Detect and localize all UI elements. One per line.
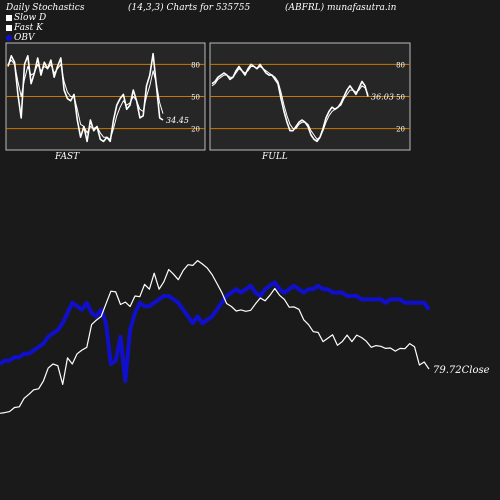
ytick-label: 50: [396, 94, 405, 102]
chart-header-symbol: (14,3,3) Charts for 535755: [128, 3, 251, 13]
legend-swatch-slow-d: [6, 14, 12, 21]
legend-obv: OBV: [6, 33, 35, 43]
panel-full-series-line: [211, 63, 369, 143]
chart-header-title: Daily Stochastics: [6, 3, 85, 13]
legend-slow-d: Slow D: [6, 13, 46, 23]
ytick-label: 80: [396, 61, 405, 69]
legend-label-slow-d: Slow D: [14, 13, 47, 23]
chart-header-site: (ABFRL) munafasutra.in: [285, 3, 397, 13]
close-last-value: 79.72Close: [433, 365, 490, 376]
panel-label-fast: FAST: [55, 152, 80, 162]
ytick-label: 50: [191, 94, 200, 102]
legend-label-fast-k: Fast K: [14, 23, 43, 33]
close-line: [0, 260, 430, 414]
legend-swatch-fast-k: [6, 24, 12, 31]
legend-fast-k: Fast K: [6, 23, 43, 33]
legend-label-obv: OBV: [14, 33, 35, 43]
obv-line: [0, 280, 431, 383]
panel-full-series-line: [211, 66, 369, 140]
legend-swatch-obv: [6, 34, 12, 41]
panel-fast-series-line: [7, 59, 164, 140]
ytick-label: 80: [191, 61, 200, 69]
panel-fast-last-value: 34.45: [166, 116, 189, 125]
ytick-label: 20: [396, 126, 405, 134]
panel-label-full: FULL: [262, 152, 288, 162]
panel-fast-series-line: [7, 52, 164, 143]
panel-full-last-value: 36.03: [371, 93, 394, 102]
ytick-label: 20: [191, 126, 200, 134]
